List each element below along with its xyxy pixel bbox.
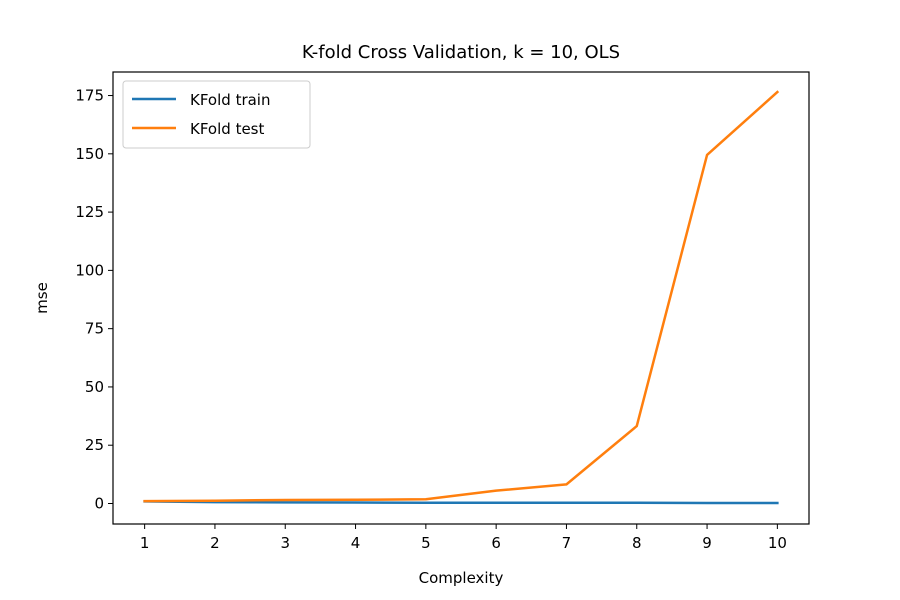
x-tick-label: 10 xyxy=(768,534,787,552)
y-tick-label: 100 xyxy=(75,261,104,279)
x-tick-label: 9 xyxy=(702,534,712,552)
series-line-2 xyxy=(143,90,780,503)
x-tick-label: 7 xyxy=(562,534,572,552)
x-tick-label: 5 xyxy=(421,534,431,552)
legend-label-2: KFold test xyxy=(190,120,264,138)
chart-title: K-fold Cross Validation, k = 10, OLS xyxy=(302,42,620,63)
x-tick-label: 3 xyxy=(280,534,290,552)
y-tick-label: 25 xyxy=(85,436,104,454)
x-tick-label: 4 xyxy=(351,534,361,552)
y-tick-label: 0 xyxy=(94,494,104,512)
y-tick-label: 75 xyxy=(85,320,104,338)
x-tick-label: 2 xyxy=(210,534,220,552)
y-tick-label: 50 xyxy=(85,378,104,396)
series-line-1 xyxy=(143,500,779,505)
y-tick-label: 175 xyxy=(75,87,104,105)
x-axis-label: Complexity xyxy=(419,569,504,587)
x-tick-label: 8 xyxy=(632,534,642,552)
x-tick-label: 1 xyxy=(140,534,150,552)
y-tick-label: 125 xyxy=(75,203,104,221)
legend: KFold train KFold test xyxy=(122,80,311,149)
plot-frame xyxy=(112,71,810,525)
y-axis-label: mse xyxy=(33,282,51,314)
x-tick-label: 6 xyxy=(491,534,501,552)
legend-label-1: KFold train xyxy=(190,91,270,109)
y-tick-label: 150 xyxy=(75,145,104,163)
